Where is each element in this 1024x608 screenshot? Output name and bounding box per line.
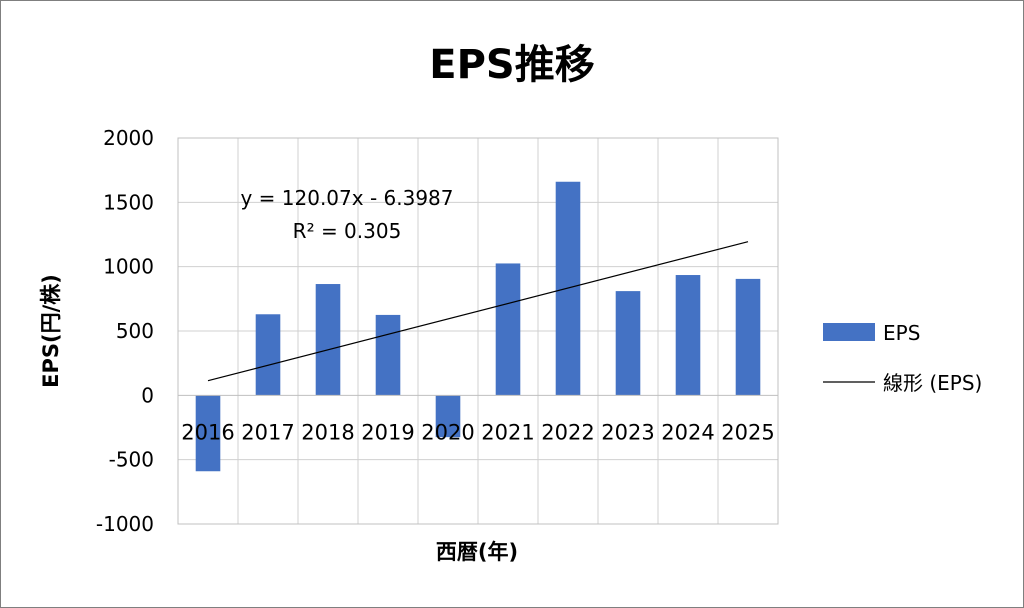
y-tick-label: 1000 — [103, 255, 154, 279]
trendline — [207, 241, 749, 382]
y-tick-label: -500 — [109, 448, 154, 472]
y-tick-label: -1000 — [96, 512, 154, 536]
legend-label-trendline: 線形 (EPS) — [883, 371, 982, 395]
bar-eps-2025 — [735, 278, 761, 396]
bar-eps-2021 — [495, 263, 521, 396]
bars — [195, 181, 761, 472]
x-tick-label: 2022 — [541, 420, 594, 444]
x-axis-title: 西暦(年) — [436, 540, 518, 564]
bar-eps-2020 — [435, 395, 461, 438]
y-tick-label: 0 — [141, 383, 154, 407]
chart-title: EPS推移 — [429, 42, 594, 88]
y-axis-title: EPS(円/株) — [39, 274, 63, 388]
trendline-r-squared: R² = 0.305 — [293, 219, 402, 243]
trendline-equation: y = 120.07x - 6.3987 — [240, 186, 453, 210]
x-tick-label: 2019 — [361, 420, 414, 444]
x-tick-label: 2025 — [721, 420, 774, 444]
legend-label-eps: EPS — [883, 321, 920, 345]
bar-eps-2018 — [315, 284, 341, 396]
bar-eps-2017 — [255, 314, 281, 396]
bar-eps-2016 — [195, 395, 221, 472]
y-tick-label: 500 — [116, 319, 154, 343]
legend: EPS 線形 (EPS) — [823, 321, 982, 395]
bar-eps-2023 — [615, 291, 641, 396]
x-tick-label: 2018 — [301, 420, 354, 444]
x-tick-label: 2016 — [181, 420, 234, 444]
x-axis-categories: 2016 2017 2018 2019 2020 2021 2022 2023 2024 2025 — [181, 420, 774, 444]
x-tick-label: 2021 — [481, 420, 534, 444]
x-tick-label: 2017 — [241, 420, 294, 444]
plot-area-border — [177, 137, 779, 525]
x-tick-label: 2020 — [421, 420, 474, 444]
legend-swatch-eps — [823, 323, 875, 341]
y-tick-label: 2000 — [103, 126, 154, 150]
y-axis-ticks: 2000 1500 1000 500 0 -500 -1000 — [96, 126, 154, 536]
bar-eps-2024 — [675, 275, 701, 396]
x-tick-label: 2023 — [601, 420, 654, 444]
x-tick-label: 2024 — [661, 420, 714, 444]
bar-eps-2019 — [375, 314, 401, 396]
y-tick-label: 1500 — [103, 190, 154, 214]
